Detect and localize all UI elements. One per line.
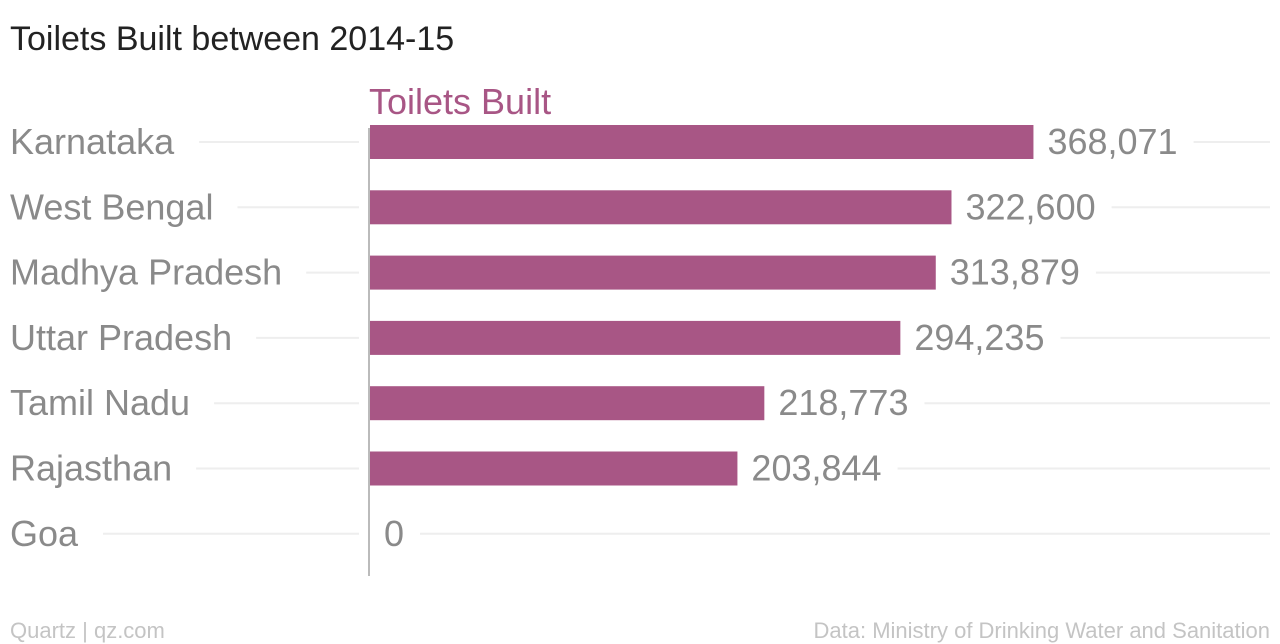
value-label: 218,773	[778, 382, 908, 423]
bars	[370, 125, 1034, 486]
category-label: Tamil Nadu	[10, 382, 190, 423]
category-label: West Bengal	[10, 186, 213, 227]
value-label: 368,071	[1047, 121, 1177, 162]
bar	[370, 451, 738, 486]
category-label: Karnataka	[10, 121, 175, 162]
category-label: Goa	[10, 513, 79, 554]
bar	[370, 190, 952, 225]
guide-lines	[103, 141, 1270, 535]
value-label: 322,600	[965, 186, 1095, 227]
footer-source-left: Quartz | qz.com	[10, 618, 165, 643]
value-label: 294,235	[914, 317, 1044, 358]
bar	[370, 125, 1034, 159]
value-label: 313,879	[950, 252, 1080, 293]
category-label: Rajasthan	[10, 448, 172, 489]
value-label: 0	[384, 513, 404, 554]
chart-title: Toilets Built between 2014-15	[10, 20, 454, 58]
category-label: Uttar Pradesh	[10, 317, 232, 358]
bar	[370, 255, 936, 290]
category-label: Madhya Pradesh	[10, 252, 282, 293]
series-label: Toilets Built	[369, 81, 551, 122]
bar	[370, 320, 901, 355]
category-labels: Karnataka West Bengal Madhya Pradesh Uttar …	[10, 121, 282, 554]
bar	[370, 386, 765, 421]
footer-source-right: Data: Ministry of Drinking Water and San…	[814, 618, 1271, 643]
value-label: 203,844	[751, 448, 881, 489]
